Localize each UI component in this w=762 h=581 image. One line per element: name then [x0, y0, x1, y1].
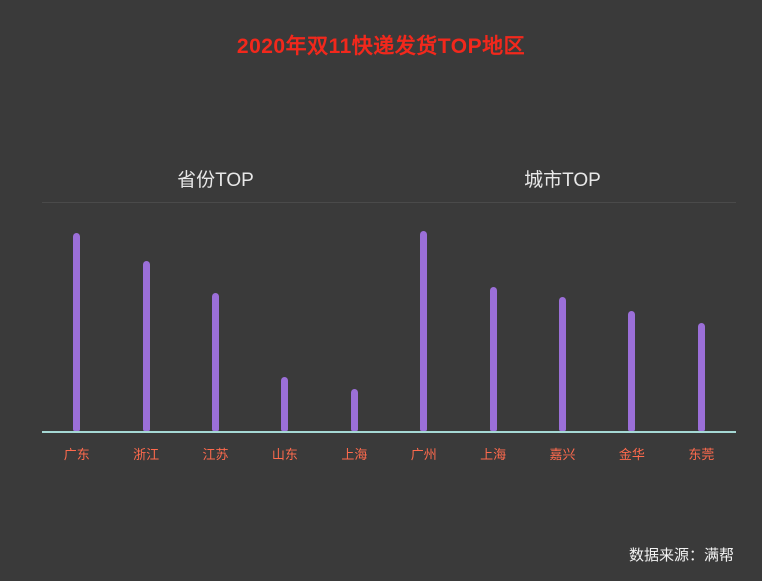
bar-column [528, 219, 597, 431]
page-title: 2020年双11快递发货TOP地区 [236, 35, 526, 58]
city-plot-area [389, 219, 736, 433]
category-label: 上海 [480, 447, 507, 462]
bar [489, 287, 497, 431]
bar-column [320, 219, 389, 431]
category-label: 东莞 [688, 447, 715, 462]
bar-column [458, 219, 527, 431]
data-source-note: 数据来源：满帮 [628, 547, 734, 564]
category-label: 上海 [341, 447, 368, 462]
province-top-chart: 省份TOP 广东 浙江 江苏 山东 上海 [42, 165, 389, 463]
bar [628, 311, 636, 431]
bar [142, 261, 150, 431]
bar-column [181, 219, 250, 431]
category-label: 金华 [618, 447, 645, 462]
bar-column [597, 219, 666, 431]
category-label: 江苏 [202, 447, 229, 462]
bar [420, 231, 428, 431]
bar [73, 233, 81, 431]
bar [697, 323, 705, 431]
charts-row: 省份TOP 广东 浙江 江苏 山东 上海 城市TOP 广州 上海 嘉兴 金华 东莞 [42, 165, 736, 463]
category-label: 广东 [63, 447, 90, 462]
bar [350, 389, 358, 431]
category-label: 广州 [410, 447, 437, 462]
bar-column [250, 219, 319, 431]
bar-column [111, 219, 180, 431]
chart-title-city: 城市TOP [389, 165, 736, 203]
city-top-chart: 城市TOP 广州 上海 嘉兴 金华 东莞 [389, 165, 736, 463]
bar [212, 293, 220, 431]
city-category-labels: 广州 上海 嘉兴 金华 东莞 [389, 444, 736, 463]
category-label: 浙江 [133, 447, 160, 462]
province-category-labels: 广东 浙江 江苏 山东 上海 [42, 444, 389, 463]
bar [559, 297, 567, 431]
province-plot-area [42, 219, 389, 433]
chart-title-province: 省份TOP [42, 165, 389, 203]
bar-column [42, 219, 111, 431]
bar-column [667, 219, 736, 431]
category-label: 嘉兴 [549, 447, 576, 462]
category-label: 山东 [271, 447, 298, 462]
bar [281, 377, 289, 431]
bar-column [389, 219, 458, 431]
